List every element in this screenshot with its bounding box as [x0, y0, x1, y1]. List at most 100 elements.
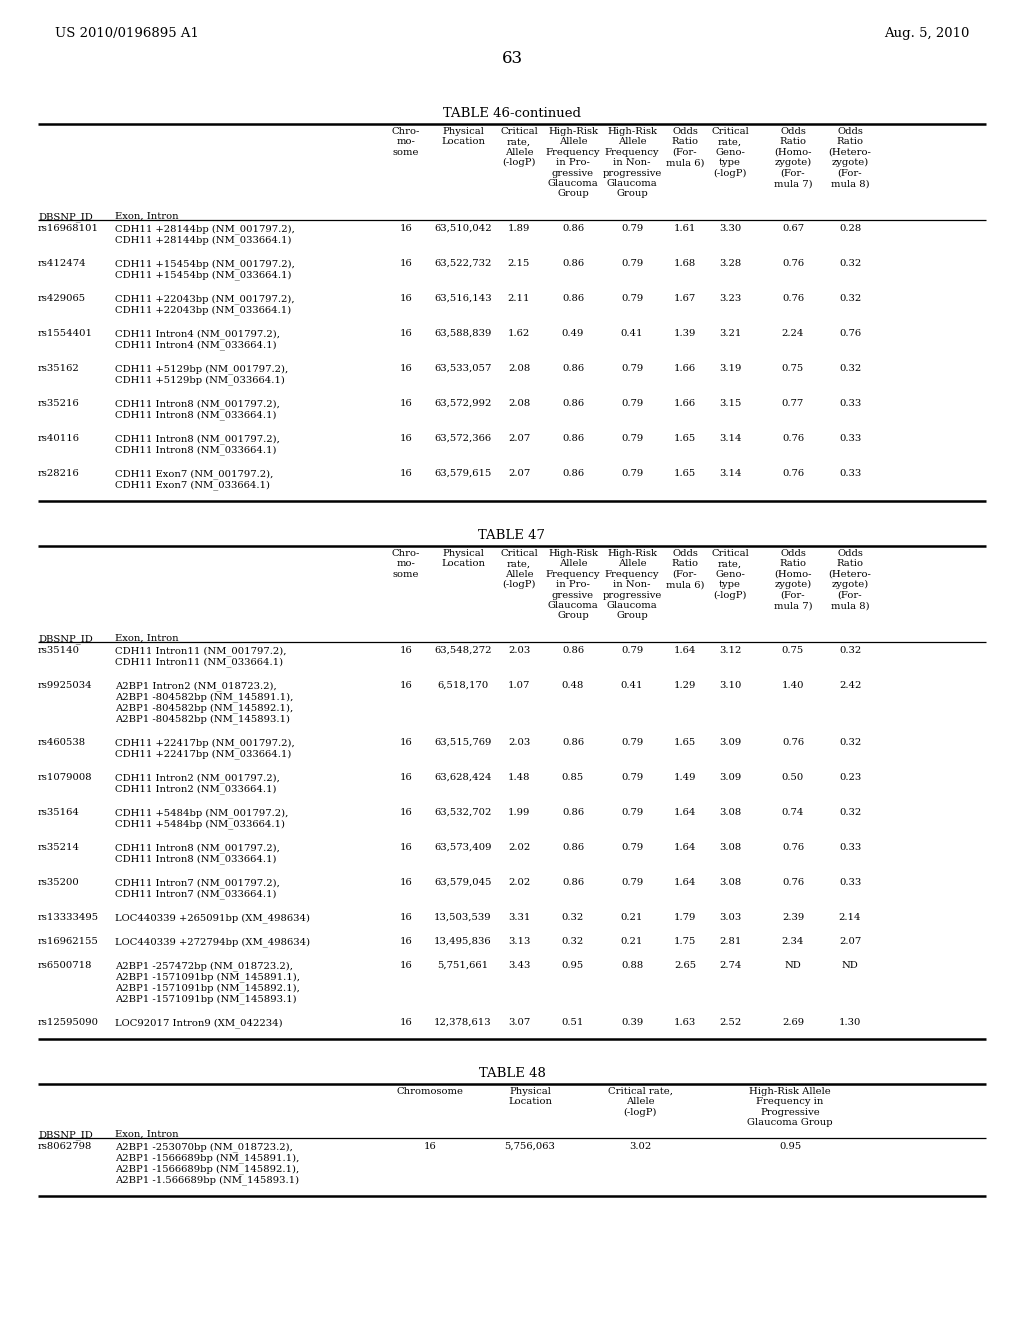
- Text: A2BP1 -1566689bp (NM_145892.1),: A2BP1 -1566689bp (NM_145892.1),: [115, 1164, 299, 1173]
- Text: LOC440339 +265091bp (XM_498634): LOC440339 +265091bp (XM_498634): [115, 913, 310, 923]
- Text: CDH11 Intron8 (NM_033664.1): CDH11 Intron8 (NM_033664.1): [115, 445, 276, 455]
- Text: 0.74: 0.74: [781, 808, 804, 817]
- Text: 3.10: 3.10: [719, 681, 741, 690]
- Text: 0.32: 0.32: [839, 645, 861, 655]
- Text: 63,548,272: 63,548,272: [434, 645, 492, 655]
- Text: 16: 16: [399, 434, 413, 444]
- Text: 0.79: 0.79: [621, 843, 643, 851]
- Text: 13,503,539: 13,503,539: [434, 913, 492, 921]
- Text: 16: 16: [399, 913, 413, 921]
- Text: 16: 16: [399, 1018, 413, 1027]
- Text: 16: 16: [424, 1142, 436, 1151]
- Text: CDH11 Intron4 (NM_033664.1): CDH11 Intron4 (NM_033664.1): [115, 341, 276, 350]
- Text: rs35200: rs35200: [38, 878, 80, 887]
- Text: Odds
Ratio
(Hetero-
zygote)
(For-
mula 8): Odds Ratio (Hetero- zygote) (For- mula 8…: [828, 127, 871, 189]
- Text: 0.32: 0.32: [562, 913, 584, 921]
- Text: 2.07: 2.07: [839, 937, 861, 946]
- Text: 0.76: 0.76: [782, 469, 804, 478]
- Text: 0.76: 0.76: [782, 434, 804, 444]
- Text: High-Risk
Allele
Frequency
in Pro-
gressive
Glaucoma
Group: High-Risk Allele Frequency in Pro- gress…: [546, 549, 600, 620]
- Text: rs16962155: rs16962155: [38, 937, 99, 946]
- Text: Aug. 5, 2010: Aug. 5, 2010: [884, 26, 969, 40]
- Text: 16: 16: [399, 961, 413, 970]
- Text: 16: 16: [399, 681, 413, 690]
- Text: A2BP1 -257472bp (NM_018723.2),: A2BP1 -257472bp (NM_018723.2),: [115, 961, 293, 970]
- Text: CDH11 +5129bp (NM_033664.1): CDH11 +5129bp (NM_033664.1): [115, 375, 285, 385]
- Text: High-Risk Allele
Frequency in
Progressive
Glaucoma Group: High-Risk Allele Frequency in Progressiv…: [748, 1086, 833, 1127]
- Text: CDH11 Intron8 (NM_001797.2),: CDH11 Intron8 (NM_001797.2),: [115, 399, 280, 409]
- Text: 3.21: 3.21: [719, 329, 741, 338]
- Text: 2.24: 2.24: [781, 329, 804, 338]
- Text: 0.67: 0.67: [782, 224, 804, 234]
- Text: 3.30: 3.30: [719, 224, 741, 234]
- Text: A2BP1 -1566689bp (NM_145891.1),: A2BP1 -1566689bp (NM_145891.1),: [115, 1152, 299, 1163]
- Text: A2BP1 -1.566689bp (NM_145893.1): A2BP1 -1.566689bp (NM_145893.1): [115, 1175, 299, 1185]
- Text: 2.52: 2.52: [719, 1018, 741, 1027]
- Text: 3.15: 3.15: [719, 399, 741, 408]
- Text: High-Risk
Allele
Frequency
in Non-
progressive
Glaucoma
Group: High-Risk Allele Frequency in Non- progr…: [602, 127, 662, 198]
- Text: Odds
Ratio
(For-
mula 6): Odds Ratio (For- mula 6): [666, 549, 705, 589]
- Text: 2.14: 2.14: [839, 913, 861, 921]
- Text: 63,533,057: 63,533,057: [434, 364, 492, 374]
- Text: rs35162: rs35162: [38, 364, 80, 374]
- Text: CDH11 +22417bp (NM_033664.1): CDH11 +22417bp (NM_033664.1): [115, 748, 292, 759]
- Text: 2.03: 2.03: [508, 738, 530, 747]
- Text: 0.32: 0.32: [839, 294, 861, 304]
- Text: Odds
Ratio
(For-
mula 6): Odds Ratio (For- mula 6): [666, 127, 705, 168]
- Text: rs6500718: rs6500718: [38, 961, 92, 970]
- Text: 5,756,063: 5,756,063: [505, 1142, 555, 1151]
- Text: 3.09: 3.09: [719, 738, 741, 747]
- Text: 2.65: 2.65: [674, 961, 696, 970]
- Text: 0.77: 0.77: [782, 399, 804, 408]
- Text: Exon, Intron: Exon, Intron: [115, 1130, 178, 1139]
- Text: 0.95: 0.95: [562, 961, 584, 970]
- Text: 16: 16: [399, 329, 413, 338]
- Text: CDH11 Intron11 (NM_001797.2),: CDH11 Intron11 (NM_001797.2),: [115, 645, 287, 656]
- Text: DBSNP_ID: DBSNP_ID: [38, 634, 93, 644]
- Text: CDH11 +22043bp (NM_001797.2),: CDH11 +22043bp (NM_001797.2),: [115, 294, 295, 304]
- Text: rs12595090: rs12595090: [38, 1018, 99, 1027]
- Text: 0.79: 0.79: [621, 294, 643, 304]
- Text: 0.79: 0.79: [621, 808, 643, 817]
- Text: High-Risk
Allele
Frequency
in Pro-
gressive
Glaucoma
Group: High-Risk Allele Frequency in Pro- gress…: [546, 127, 600, 198]
- Text: rs28216: rs28216: [38, 469, 80, 478]
- Text: DBSNP_ID: DBSNP_ID: [38, 213, 93, 222]
- Text: 16: 16: [399, 878, 413, 887]
- Text: Physical
Location: Physical Location: [441, 127, 485, 147]
- Text: 1.07: 1.07: [508, 681, 530, 690]
- Text: Critical
rate,
Geno-
type
(-logP): Critical rate, Geno- type (-logP): [711, 127, 749, 178]
- Text: 3.09: 3.09: [719, 774, 741, 781]
- Text: 3.31: 3.31: [508, 913, 530, 921]
- Text: 1.66: 1.66: [674, 364, 696, 374]
- Text: 0.49: 0.49: [562, 329, 584, 338]
- Text: rs1079008: rs1079008: [38, 774, 92, 781]
- Text: rs412474: rs412474: [38, 259, 87, 268]
- Text: Physical
Location: Physical Location: [508, 1086, 552, 1106]
- Text: 0.21: 0.21: [621, 937, 643, 946]
- Text: 0.85: 0.85: [562, 774, 584, 781]
- Text: 1.64: 1.64: [674, 878, 696, 887]
- Text: 0.86: 0.86: [562, 843, 584, 851]
- Text: rs9925034: rs9925034: [38, 681, 92, 690]
- Text: 1.79: 1.79: [674, 913, 696, 921]
- Text: rs16968101: rs16968101: [38, 224, 99, 234]
- Text: 3.12: 3.12: [719, 645, 741, 655]
- Text: 13,495,836: 13,495,836: [434, 937, 492, 946]
- Text: 0.33: 0.33: [839, 878, 861, 887]
- Text: 0.48: 0.48: [562, 681, 584, 690]
- Text: 0.33: 0.33: [839, 843, 861, 851]
- Text: 0.79: 0.79: [621, 469, 643, 478]
- Text: Chro-
mo-
some: Chro- mo- some: [392, 127, 420, 157]
- Text: rs35140: rs35140: [38, 645, 80, 655]
- Text: 0.79: 0.79: [621, 738, 643, 747]
- Text: US 2010/0196895 A1: US 2010/0196895 A1: [55, 26, 199, 40]
- Text: A2BP1 -253070bp (NM_018723.2),: A2BP1 -253070bp (NM_018723.2),: [115, 1142, 293, 1152]
- Text: 3.08: 3.08: [719, 808, 741, 817]
- Text: ND: ND: [784, 961, 802, 970]
- Text: Exon, Intron: Exon, Intron: [115, 634, 178, 643]
- Text: rs40116: rs40116: [38, 434, 80, 444]
- Text: 3.02: 3.02: [629, 1142, 651, 1151]
- Text: 3.28: 3.28: [719, 259, 741, 268]
- Text: 1.67: 1.67: [674, 294, 696, 304]
- Text: 0.32: 0.32: [839, 738, 861, 747]
